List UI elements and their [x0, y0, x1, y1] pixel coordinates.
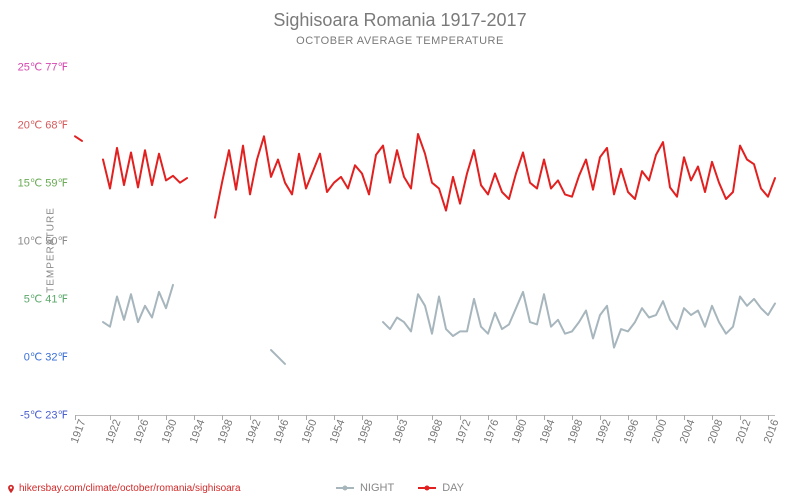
x-tick-label: 1942	[244, 418, 264, 445]
x-tick-label: 1926	[132, 418, 152, 445]
x-tick-label: 1917	[69, 418, 89, 445]
y-tick-label: 20℃ 68℉	[18, 118, 68, 131]
series-line-night	[383, 292, 775, 348]
x-tick-label: 1934	[188, 418, 208, 445]
x-tick-label: 2016	[762, 418, 782, 445]
x-tick-label: 2000	[650, 418, 670, 445]
series-line-night	[271, 350, 285, 364]
x-tick-label: 1988	[566, 418, 586, 445]
y-tick-label: 10℃ 50℉	[18, 234, 68, 247]
x-tick-label: 1972	[454, 418, 474, 445]
x-tick-label: 1984	[538, 418, 558, 445]
y-tick-label: 15℃ 59℉	[18, 176, 68, 189]
x-axis-ticks: 1917192219261930193419381942194619501954…	[75, 418, 775, 468]
x-tick-label: 1950	[300, 418, 320, 445]
legend-item: DAY	[418, 482, 464, 494]
attribution-text: hikersbay.com/climate/october/romania/si…	[19, 483, 241, 494]
legend-label: NIGHT	[360, 482, 394, 494]
legend-item: NIGHT	[336, 482, 394, 494]
y-tick-label: 0℃ 32℉	[24, 350, 68, 363]
x-tick-label: 1922	[104, 418, 124, 445]
y-axis-ticks: -5℃ 23℉0℃ 32℉5℃ 41℉10℃ 50℉15℃ 59℉20℃ 68℉…	[0, 55, 72, 415]
legend: NIGHT DAY	[336, 482, 464, 494]
legend-label: DAY	[442, 482, 464, 494]
chart-subtitle: OCTOBER AVERAGE TEMPERATURE	[0, 31, 800, 47]
x-tick-label: 1992	[594, 418, 614, 445]
x-tick-label: 1976	[482, 418, 502, 445]
x-tick-label: 1963	[391, 418, 411, 445]
x-tick-label: 2008	[706, 418, 726, 445]
x-tick-label: 1980	[510, 418, 530, 445]
plot-area	[75, 55, 775, 415]
x-tick-label: 2012	[734, 418, 754, 445]
chart-title: Sighisoara Romania 1917-2017	[0, 0, 800, 31]
x-tick-label: 1968	[426, 418, 446, 445]
map-pin-icon	[6, 484, 16, 494]
attribution: hikersbay.com/climate/october/romania/si…	[6, 483, 241, 494]
legend-swatch	[418, 487, 436, 489]
x-tick-label: 1946	[272, 418, 292, 445]
series-line-day	[215, 134, 775, 218]
series-line-day	[103, 148, 187, 189]
legend-swatch	[336, 487, 354, 489]
x-tick-label: 1958	[356, 418, 376, 445]
series-line-day	[75, 136, 82, 141]
y-tick-label: 25℃ 77℉	[18, 60, 68, 73]
x-tick-label: 1938	[216, 418, 236, 445]
x-tick-label: 1996	[622, 418, 642, 445]
x-axis-line	[75, 415, 775, 416]
y-tick-label: 5℃ 41℉	[24, 292, 68, 305]
x-tick-label: 2004	[678, 418, 698, 445]
x-tick-label: 1954	[328, 418, 348, 445]
x-tick-label: 1930	[160, 418, 180, 445]
line-plot-svg	[75, 55, 775, 415]
series-line-night	[103, 285, 173, 327]
y-tick-label: -5℃ 23℉	[20, 409, 68, 422]
